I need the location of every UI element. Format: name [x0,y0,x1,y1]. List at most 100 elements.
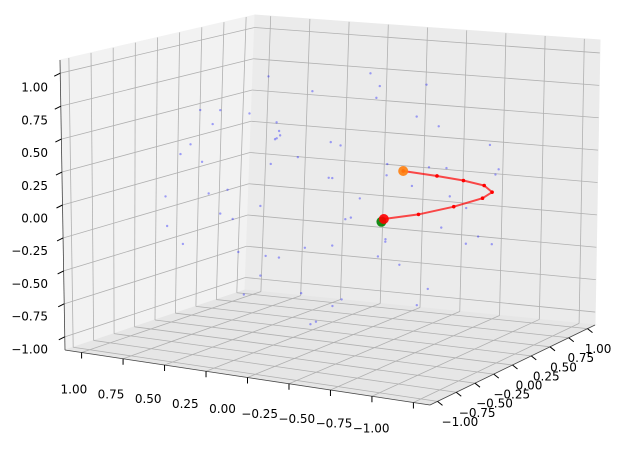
point [269,162,272,166]
point [426,287,429,291]
point [384,238,387,241]
grid-line [236,292,588,330]
trajectory-point [461,178,466,183]
point [181,242,185,246]
z-tick-label: −0.25 [11,244,48,258]
z-tick [55,138,62,143]
y-tick-label: 1.00 [585,342,612,356]
point [267,75,270,78]
point [303,246,307,249]
point [189,143,192,146]
point [410,184,414,188]
x-tick-label: −0.75 [316,417,353,431]
point [369,72,372,75]
point [375,96,378,100]
trajectory-point [482,183,486,188]
y-tick-label: 0.75 [567,351,594,365]
x-tick-label: −1.00 [353,422,390,436]
point [445,166,448,170]
point [273,138,277,141]
point [376,255,380,258]
point [425,83,428,86]
point [384,240,387,243]
point [327,176,330,179]
point [339,144,342,147]
point [299,291,303,295]
point [331,304,334,308]
point [231,217,234,221]
trajectory-point [435,174,439,178]
point [340,298,343,301]
grid-line [60,27,255,74]
x-tick-label: 1.00 [61,382,88,396]
y-tick [530,355,537,361]
grid-line [62,183,249,239]
grid-line [245,277,596,313]
y-tick [512,364,518,370]
trajectory-point [490,190,494,194]
point [427,166,431,169]
y-tick-label: 0.25 [533,369,560,383]
point [199,108,202,112]
point [329,140,332,144]
point [464,206,468,210]
point [207,192,210,195]
point [497,168,500,171]
point [464,242,468,245]
point [277,129,281,133]
y-tick [437,400,443,406]
point [278,134,282,137]
trajectory-point [451,204,456,209]
y-tick-label: −0.75 [459,406,496,420]
point [296,155,300,159]
trajectory-point [416,212,421,217]
z-tick [54,72,61,77]
point [440,226,443,229]
point [248,112,251,115]
grid-line [195,305,551,348]
point [494,173,497,176]
point [398,263,401,267]
point [490,243,493,246]
grid-line [216,299,569,339]
point [437,125,440,128]
trajectory-point [480,196,485,201]
point [309,323,312,326]
grid-line [73,346,438,402]
z-tick-label: −0.75 [11,310,48,324]
point [385,174,388,177]
z-tick-label: 0.00 [21,212,48,226]
z-tick [57,303,65,308]
z-tick [54,105,62,110]
z-tick-label: −1.00 [11,342,48,356]
grid-line [93,340,457,393]
z-tick [56,204,63,209]
grid-line [61,120,252,173]
point [311,90,314,93]
point [415,303,419,307]
grid-line [154,319,513,366]
point [179,152,182,156]
grid-line [64,277,246,338]
y-tick [587,328,593,334]
z-tick-label: 0.25 [21,179,48,193]
point [165,224,169,228]
marker [398,165,409,176]
grid-line [60,58,254,107]
y-tick-label: −1.00 [442,415,479,429]
grid-line [254,27,600,54]
point [264,254,267,258]
point [164,195,167,198]
point [219,212,222,215]
x-tick-label: −0.50 [278,412,315,426]
point [275,137,278,140]
point [488,143,492,147]
z-tick-label: 0.75 [21,113,48,127]
y-tick-label: −0.50 [476,397,513,411]
y-tick-label: 0.50 [550,360,577,374]
grid-line [249,152,598,183]
y-tick [493,373,500,379]
point [237,250,240,254]
y-tick [474,382,481,388]
marker [378,213,389,224]
